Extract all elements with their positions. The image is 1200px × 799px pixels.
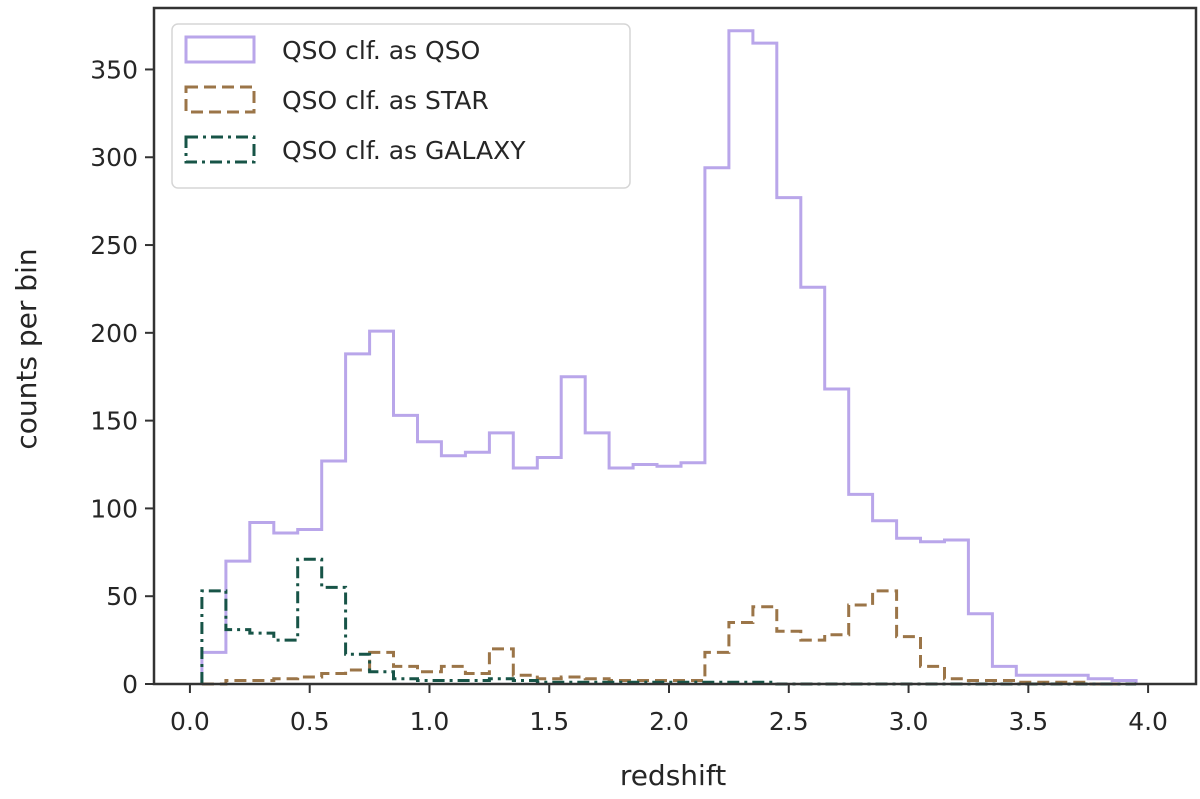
y-tick-label-6: 300 [90,143,138,172]
series-3 [200,557,1137,686]
y-tick-label-1: 50 [106,582,138,611]
x-tick-label-1: 0.5 [290,707,330,736]
legend-box [171,23,631,189]
legend-swatch-1 [184,35,256,64]
y-tick-label-0: 0 [122,670,138,699]
x-tick-label-4: 2.0 [649,707,689,736]
series-2 [201,589,1137,686]
x-tick-label-8: 4.0 [1128,707,1168,736]
legend-swatch-2 [184,85,256,114]
legend-label-3: QSO clf. as GALAXY [282,136,526,165]
legend-label-1: QSO clf. as QSO [282,36,480,65]
y-tick-label-7: 350 [90,55,138,84]
y-tick-label-4: 200 [90,319,138,348]
plot-frame [152,6,1198,686]
legend: QSO clf. as QSO QSO clf. as STAR QSO clf. … [171,23,631,189]
x-tick-label-2: 1.0 [410,707,450,736]
series-3-line [200,557,1137,686]
axes-layer: 0.0 0.5 1.0 1.5 2.0 2.5 3.0 3.5 4.0 0 50 100 150 200 2… [90,6,1198,736]
legend-label-2: QSO clf. as STAR [282,86,489,115]
x-tick-label-6: 3.0 [889,707,929,736]
series-1-line [200,29,1138,684]
y-tick-label-5: 250 [90,231,138,260]
x-tick-label-3: 1.5 [529,707,569,736]
legend-entry-1: QSO clf. as QSO [184,35,480,65]
x-tick-label-5: 2.5 [769,707,809,736]
series-1 [200,29,1138,684]
x-axis-title: redshift [620,759,726,792]
series-layer [200,29,1138,686]
legend-entry-2: QSO clf. as STAR [184,85,489,115]
y-tick-label-3: 150 [90,407,138,436]
legend-swatch-3 [184,135,256,164]
legend-entry-3: QSO clf. as GALAXY [184,135,526,165]
series-2-line [201,589,1137,686]
x-tick-label-7: 3.5 [1008,707,1048,736]
x-tick-label-0: 0.0 [170,707,210,736]
y-axis-title: counts per bin [10,248,43,449]
y-tick-label-2: 100 [90,494,138,523]
